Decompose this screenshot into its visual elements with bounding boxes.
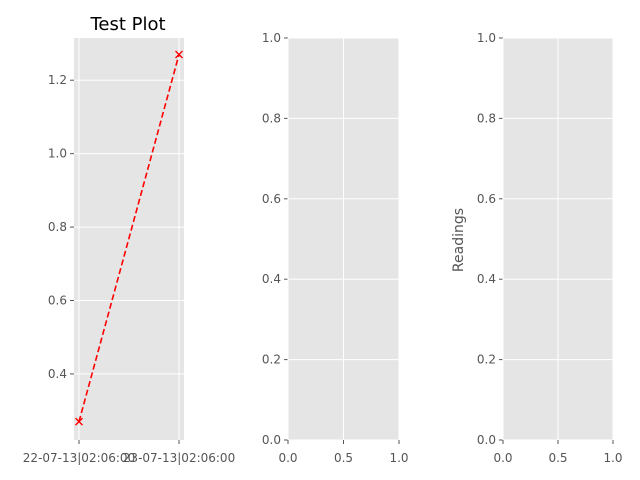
panel1-ytick-label: 0.6	[48, 293, 67, 307]
panel2-xtick-label: 0.0	[278, 451, 297, 465]
panel2-ytick-label: 0.6	[262, 192, 281, 206]
panel3-ylabel: Readings	[451, 208, 467, 272]
panel2-ytick-label: 0.4	[262, 272, 281, 286]
panel3-xtick-label: 0.0	[493, 451, 512, 465]
panel2-ytick-label: 0.8	[262, 111, 281, 125]
panel1-title: Test Plot	[89, 14, 165, 35]
panel3-ytick-label: 0.6	[477, 192, 496, 206]
panel2-ytick-label: 0.2	[262, 353, 281, 367]
panel3-ytick-label: 0.0	[477, 433, 496, 447]
panel3-ytick-label: 1.0	[477, 31, 496, 45]
data-point-marker	[75, 417, 83, 426]
panel3-ytick-label: 0.4	[477, 272, 496, 286]
panel1-xtick-label: 23-07-13|02:06:00	[123, 451, 235, 465]
panel3-xtick-label: 1.0	[603, 451, 622, 465]
data-point-marker	[175, 50, 183, 59]
panel2-xtick-label: 1.0	[389, 451, 408, 465]
panel3-xtick-label: 0.5	[548, 451, 567, 465]
panel3-ytick-label: 0.8	[477, 111, 496, 125]
panel1-ytick-label: 1.0	[48, 147, 67, 161]
panel1-xtick-label: 22-07-13|02:06:00	[23, 451, 135, 465]
series-line	[78, 54, 180, 422]
panel1-ytick-label: 1.2	[48, 73, 67, 87]
panel1-ytick-label: 0.4	[48, 367, 67, 381]
panel3-ytick-label: 0.2	[477, 353, 496, 367]
panel2-ytick-label: 1.0	[262, 31, 281, 45]
panel2-ytick-label: 0.0	[262, 433, 281, 447]
panel1-ytick-label: 0.8	[48, 220, 67, 234]
panel2-xtick-label: 0.5	[334, 451, 353, 465]
